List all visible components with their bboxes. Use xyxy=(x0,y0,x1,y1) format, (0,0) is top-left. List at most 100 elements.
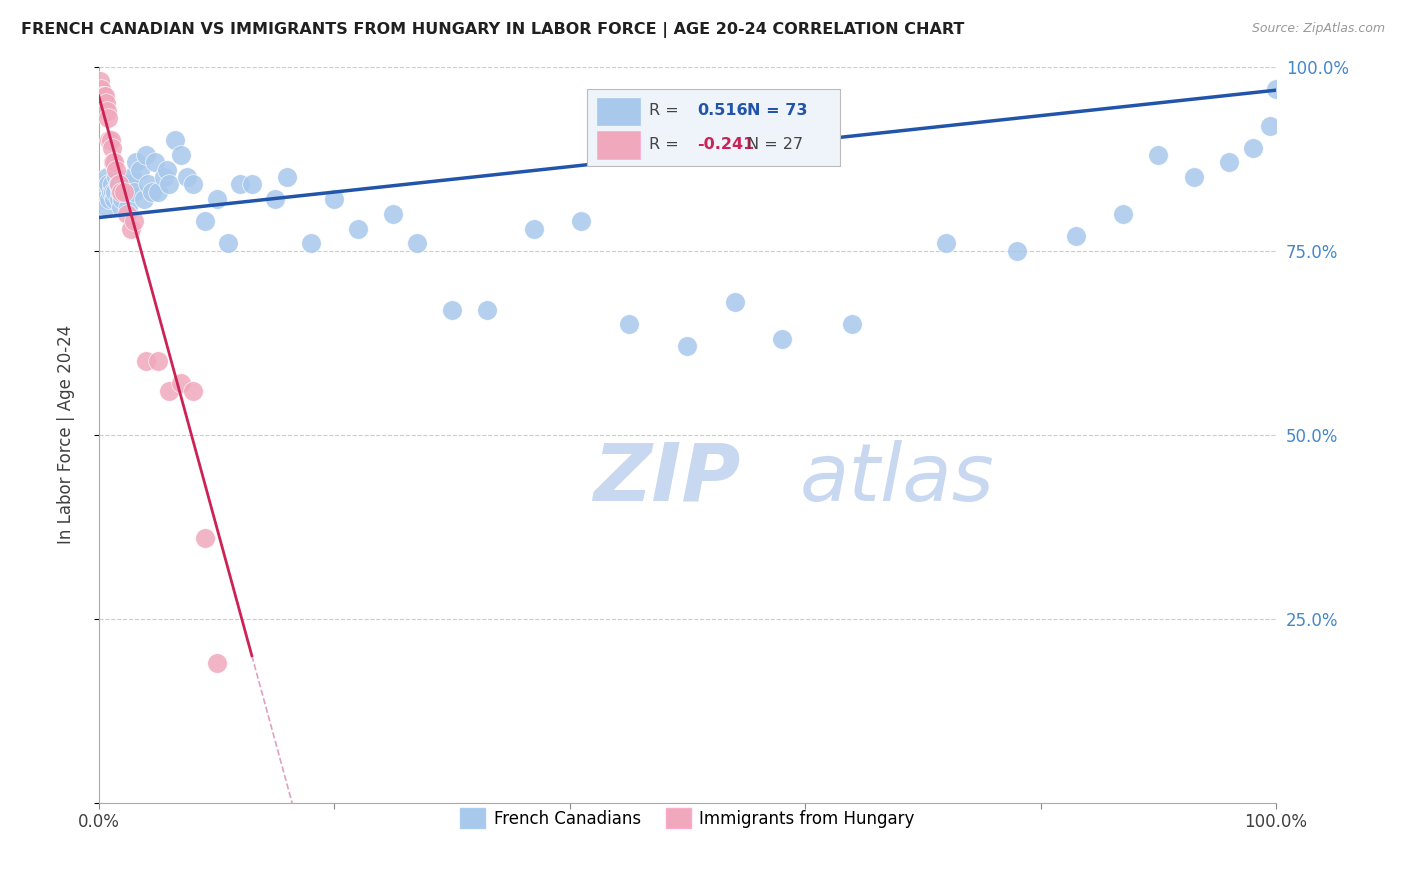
Point xyxy=(382,207,405,221)
Point xyxy=(105,169,128,184)
Point xyxy=(159,178,181,192)
Point xyxy=(1147,148,1170,162)
FancyBboxPatch shape xyxy=(596,97,640,125)
Text: N = 27: N = 27 xyxy=(748,137,804,153)
Point xyxy=(405,236,427,251)
Point xyxy=(94,200,117,214)
Point xyxy=(120,221,142,235)
Point xyxy=(96,103,118,118)
FancyBboxPatch shape xyxy=(588,88,841,166)
Point xyxy=(156,162,179,177)
Point xyxy=(97,111,120,125)
Text: N = 73: N = 73 xyxy=(748,103,808,119)
Point xyxy=(107,178,129,192)
Point xyxy=(1218,155,1240,169)
Text: R =: R = xyxy=(648,103,683,119)
Point xyxy=(229,178,252,192)
Point xyxy=(205,656,228,670)
Point xyxy=(770,332,793,346)
Point xyxy=(100,178,122,192)
Point xyxy=(110,185,132,199)
Point xyxy=(935,236,957,251)
Point xyxy=(108,185,131,199)
Text: Source: ZipAtlas.com: Source: ZipAtlas.com xyxy=(1251,22,1385,36)
Point xyxy=(194,531,217,545)
Text: -0.241: -0.241 xyxy=(697,137,754,153)
Point xyxy=(97,178,120,192)
Point xyxy=(323,192,346,206)
Point xyxy=(107,192,129,206)
Text: FRENCH CANADIAN VS IMMIGRANTS FROM HUNGARY IN LABOR FORCE | AGE 20-24 CORRELATIO: FRENCH CANADIAN VS IMMIGRANTS FROM HUNGA… xyxy=(21,22,965,38)
Point xyxy=(617,318,640,332)
Point xyxy=(93,192,115,206)
Point xyxy=(100,133,122,147)
Point xyxy=(181,178,204,192)
Point xyxy=(299,236,322,251)
Text: atlas: atlas xyxy=(799,440,994,518)
Point xyxy=(89,74,111,88)
FancyBboxPatch shape xyxy=(596,131,640,159)
Point xyxy=(1265,81,1288,95)
Point xyxy=(1241,140,1264,154)
Point xyxy=(103,155,125,169)
Point xyxy=(107,178,129,192)
Text: ZIP: ZIP xyxy=(593,440,741,518)
Point xyxy=(523,221,546,235)
Point xyxy=(194,214,217,228)
Point xyxy=(90,192,112,206)
Point xyxy=(121,169,143,184)
Point xyxy=(240,178,263,192)
Point xyxy=(100,140,122,154)
Point xyxy=(94,96,117,111)
Point xyxy=(135,354,157,368)
Point xyxy=(93,89,115,103)
Point xyxy=(112,185,135,199)
Point xyxy=(170,376,193,391)
Point xyxy=(1112,207,1135,221)
Point xyxy=(170,148,193,162)
Point xyxy=(146,185,169,199)
Point xyxy=(571,214,593,228)
Point xyxy=(105,162,128,177)
Point xyxy=(152,169,174,184)
Point xyxy=(1064,229,1087,244)
Point xyxy=(146,354,169,368)
Point xyxy=(165,133,187,147)
Point xyxy=(98,133,121,147)
Point xyxy=(103,192,125,206)
Point xyxy=(205,192,228,206)
Point xyxy=(93,178,115,192)
Point xyxy=(1258,119,1281,133)
Point xyxy=(117,200,139,214)
Point xyxy=(176,169,198,184)
Point xyxy=(276,169,298,184)
Point xyxy=(723,295,745,310)
Point xyxy=(101,155,124,169)
Point xyxy=(112,178,135,192)
Point xyxy=(120,178,142,192)
Point xyxy=(91,89,114,103)
Point xyxy=(115,207,138,221)
Point xyxy=(104,185,127,199)
Point xyxy=(1005,244,1028,258)
Point xyxy=(90,81,112,95)
Point xyxy=(101,185,124,199)
Point xyxy=(135,148,157,162)
Point xyxy=(132,192,155,206)
Point xyxy=(111,192,134,206)
Point xyxy=(98,192,121,206)
Text: 0.516: 0.516 xyxy=(697,103,748,119)
Point xyxy=(91,185,114,199)
Point xyxy=(115,185,138,199)
Legend: French Canadians, Immigrants from Hungary: French Canadians, Immigrants from Hungar… xyxy=(454,801,921,835)
Point xyxy=(125,155,148,169)
Point xyxy=(477,302,499,317)
Point xyxy=(159,384,181,398)
Point xyxy=(96,169,118,184)
Point xyxy=(841,318,863,332)
Point xyxy=(136,178,159,192)
Point xyxy=(93,89,115,103)
Point xyxy=(100,185,122,199)
Point xyxy=(122,185,145,199)
Point xyxy=(115,178,138,192)
